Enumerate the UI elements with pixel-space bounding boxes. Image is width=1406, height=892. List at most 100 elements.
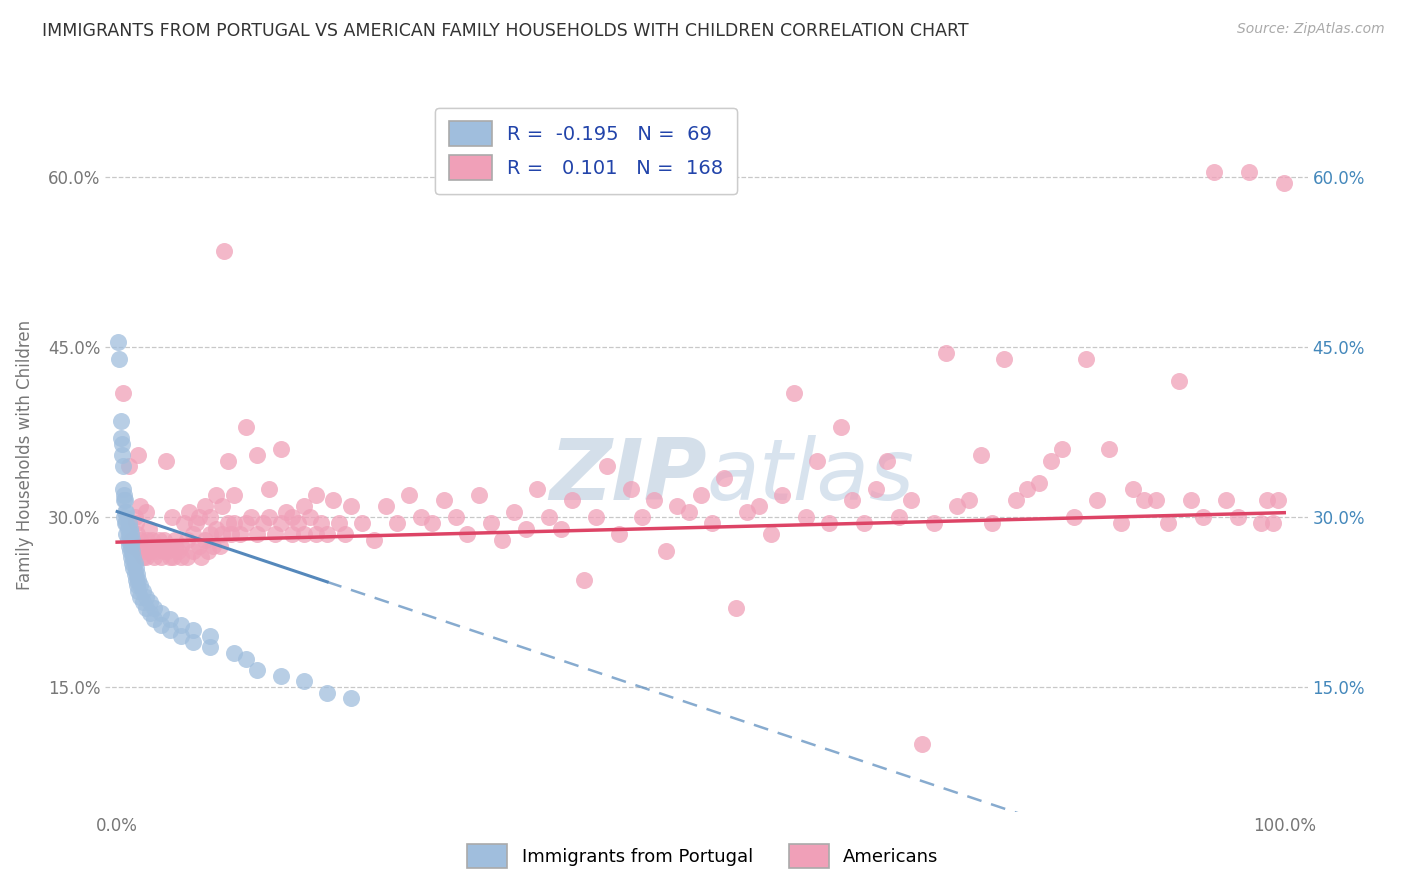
Point	[1215, 493, 1237, 508]
Point	[654, 544, 676, 558]
Point	[1109, 516, 1132, 530]
Point	[132, 583, 155, 598]
Point	[159, 549, 181, 564]
Point	[156, 544, 179, 558]
Point	[181, 527, 204, 541]
Point	[135, 549, 157, 564]
Point	[159, 624, 181, 638]
Point	[221, 527, 243, 541]
Point	[138, 522, 160, 536]
Point	[631, 510, 654, 524]
Point	[121, 544, 143, 558]
Point	[993, 351, 1015, 366]
Point	[333, 527, 356, 541]
Point	[433, 493, 456, 508]
Point	[125, 578, 148, 592]
Point	[118, 544, 141, 558]
Point	[111, 448, 134, 462]
Point	[143, 549, 166, 564]
Point	[129, 578, 152, 592]
Point	[794, 510, 817, 524]
Point	[292, 499, 315, 513]
Point	[643, 493, 665, 508]
Point	[887, 510, 910, 524]
Point	[1250, 516, 1272, 530]
Point	[111, 385, 134, 400]
Point	[981, 516, 1004, 530]
Point	[1267, 493, 1289, 508]
Point	[911, 737, 934, 751]
Point	[585, 510, 607, 524]
Point	[865, 482, 887, 496]
Point	[1256, 493, 1278, 508]
Point	[759, 527, 782, 541]
Point	[724, 600, 747, 615]
Point	[211, 527, 233, 541]
Point	[120, 527, 142, 541]
Point	[121, 556, 143, 570]
Point	[339, 691, 361, 706]
Point	[596, 459, 619, 474]
Point	[1017, 482, 1039, 496]
Point	[150, 549, 173, 564]
Point	[246, 448, 269, 462]
Point	[398, 487, 420, 501]
Point	[200, 629, 222, 643]
Point	[162, 549, 184, 564]
Point	[127, 448, 149, 462]
Point	[118, 527, 141, 541]
Point	[387, 516, 409, 530]
Point	[117, 533, 139, 547]
Point	[270, 442, 292, 457]
Point	[316, 527, 339, 541]
Point	[1191, 510, 1213, 524]
Point	[491, 533, 513, 547]
Point	[200, 640, 222, 655]
Point	[181, 544, 204, 558]
Point	[125, 566, 148, 581]
Point	[222, 516, 245, 530]
Point	[141, 533, 163, 547]
Point	[550, 522, 572, 536]
Point	[197, 544, 219, 558]
Point	[228, 527, 250, 541]
Point	[806, 453, 828, 467]
Point	[1272, 176, 1295, 190]
Point	[176, 549, 198, 564]
Point	[217, 516, 239, 530]
Point	[841, 493, 863, 508]
Point	[298, 510, 321, 524]
Point	[153, 544, 176, 558]
Point	[287, 516, 309, 530]
Point	[678, 504, 700, 518]
Point	[139, 595, 162, 609]
Point	[125, 527, 148, 541]
Point	[783, 385, 806, 400]
Point	[153, 533, 176, 547]
Point	[281, 527, 304, 541]
Point	[110, 414, 132, 428]
Point	[136, 533, 159, 547]
Point	[186, 516, 208, 530]
Point	[240, 510, 263, 524]
Point	[770, 487, 793, 501]
Point	[127, 583, 149, 598]
Y-axis label: Family Households with Children: Family Households with Children	[17, 320, 34, 590]
Point	[246, 663, 269, 677]
Point	[115, 504, 138, 518]
Point	[1168, 374, 1191, 388]
Point	[141, 539, 163, 553]
Point	[1004, 493, 1026, 508]
Point	[115, 527, 138, 541]
Point	[946, 499, 969, 513]
Point	[121, 539, 143, 553]
Point	[159, 612, 181, 626]
Point	[607, 527, 630, 541]
Point	[713, 470, 735, 484]
Point	[181, 624, 204, 638]
Point	[957, 493, 980, 508]
Point	[222, 646, 245, 660]
Point	[1204, 165, 1226, 179]
Text: IMMIGRANTS FROM PORTUGAL VS AMERICAN FAMILY HOUSEHOLDS WITH CHILDREN CORRELATION: IMMIGRANTS FROM PORTUGAL VS AMERICAN FAM…	[42, 22, 969, 40]
Point	[160, 510, 183, 524]
